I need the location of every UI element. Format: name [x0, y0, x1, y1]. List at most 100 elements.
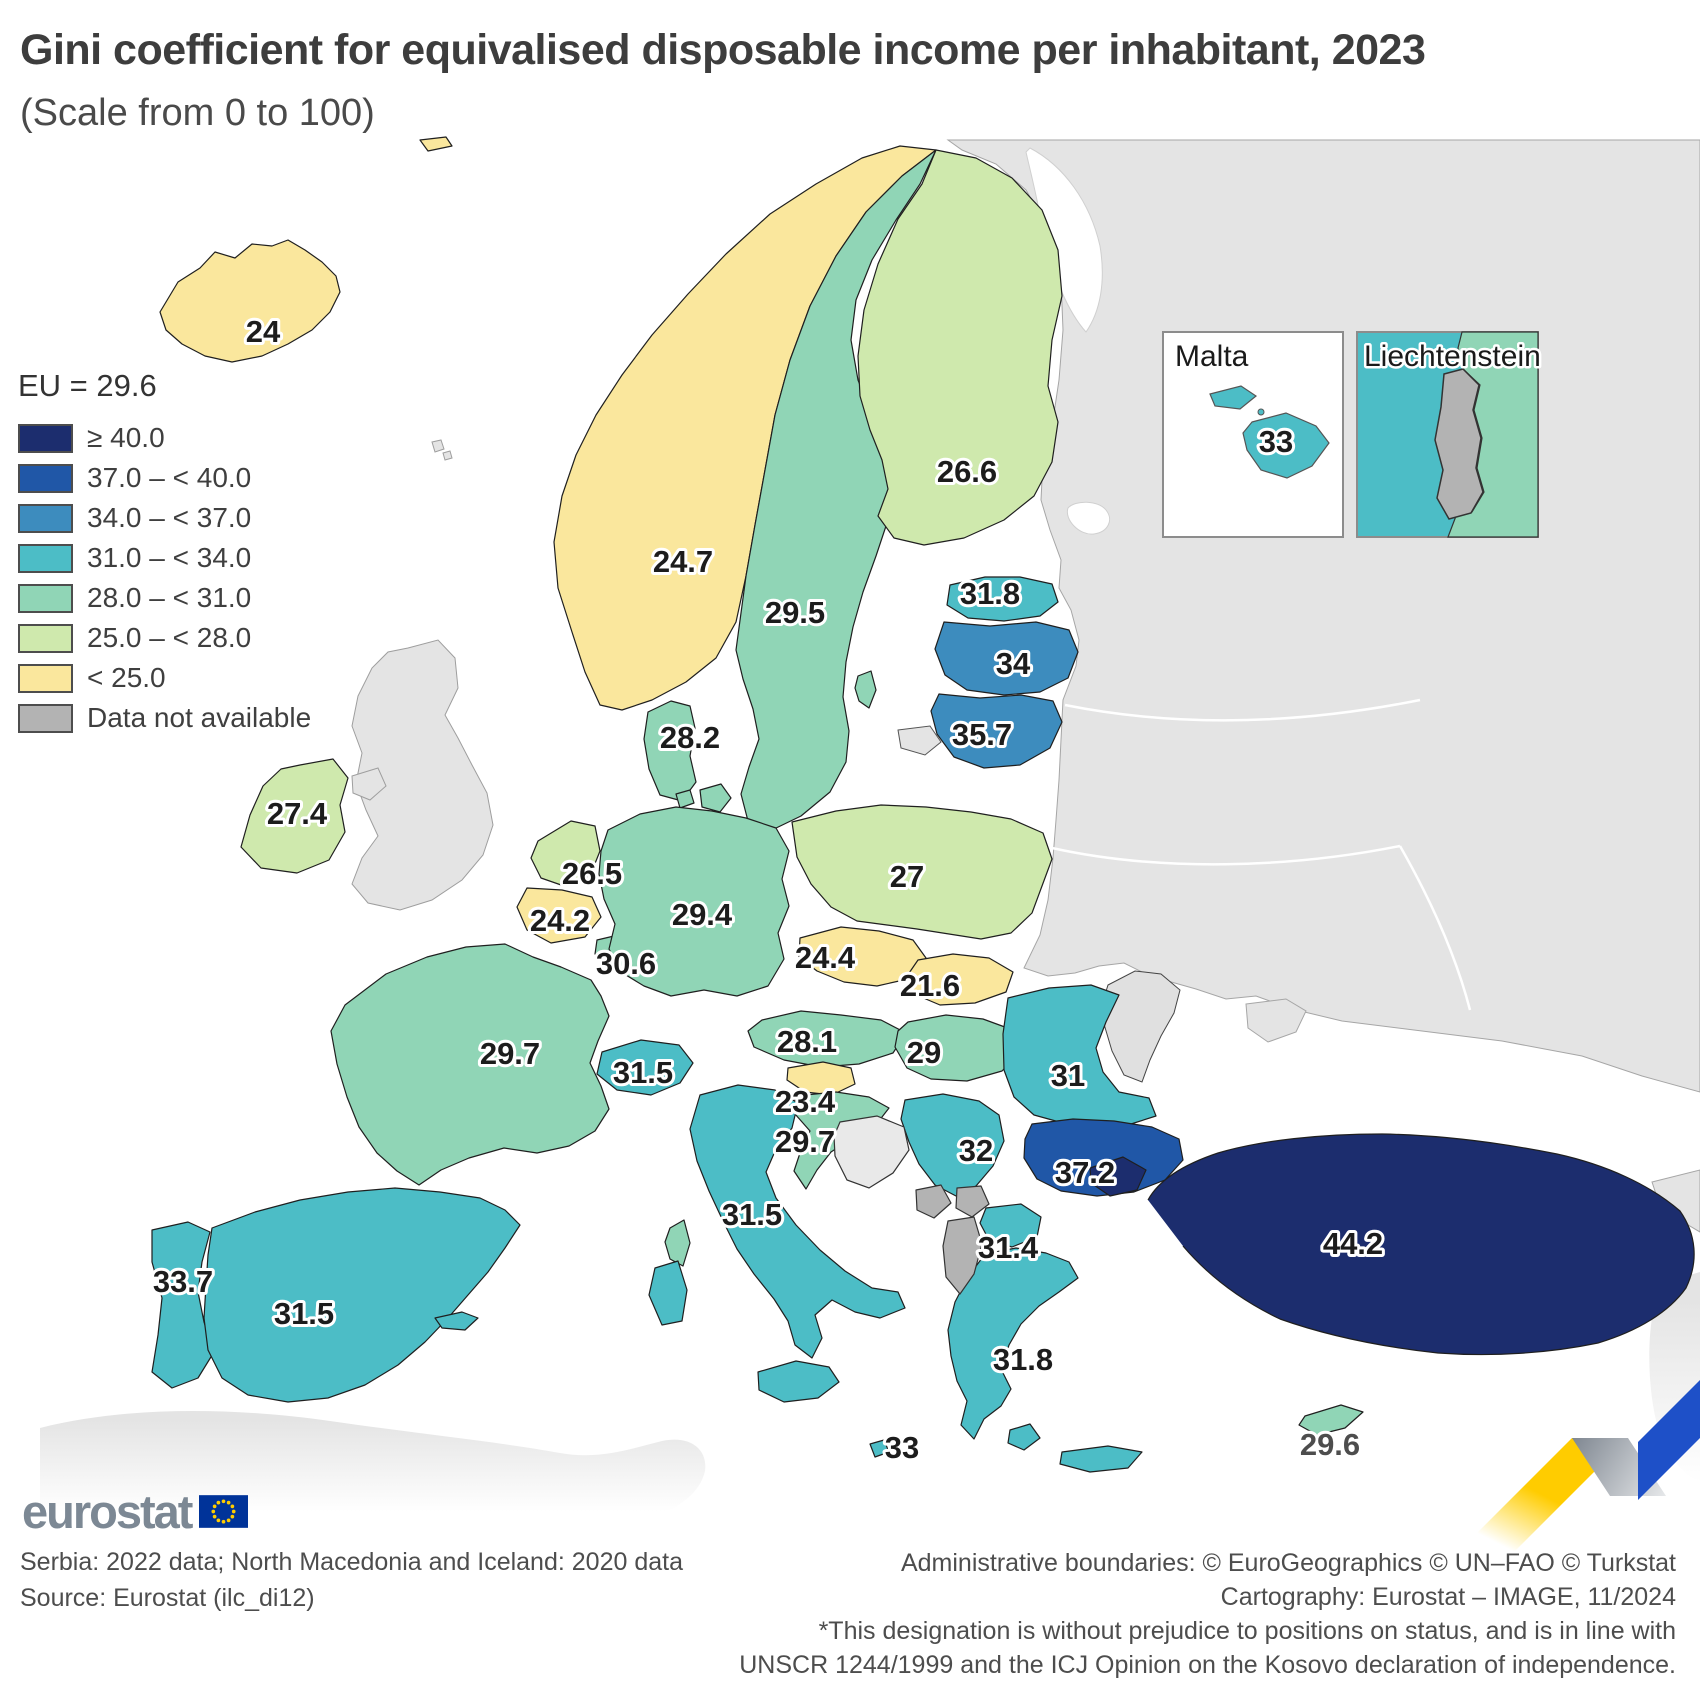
country-france: [330, 943, 610, 1186]
eurostat-logo-text: eurostat: [22, 1485, 193, 1538]
legend-row-c25: 25.0 – < 28.0: [18, 618, 348, 658]
legend-label-c40: ≥ 40.0: [87, 422, 165, 453]
country-greece: [947, 1247, 1079, 1440]
inset-liechtenstein: Liechtenstein: [1356, 331, 1543, 538]
country-iceland: [159, 239, 341, 363]
inset-gozo-shape: [1209, 385, 1258, 410]
country-estonia: [946, 576, 1059, 622]
footer-credit-line: Cartography: Eurostat – IMAGE, 11/2024: [1220, 1583, 1676, 1611]
country-lithuania: [930, 693, 1063, 769]
country-italy: [757, 1360, 840, 1403]
faroe-islands: [431, 439, 453, 461]
legend-label-c0: < 25.0: [87, 662, 166, 693]
value-label-portugal: 33.7: [153, 1264, 213, 1299]
border-line: [1051, 844, 1401, 866]
footer-credit-line: UNSCR 1244/1999 and the ICJ Opinion on t…: [739, 1651, 1676, 1679]
footer-credit-line: Administrative boundaries: © EuroGeograp…: [900, 1549, 1676, 1577]
country-north_macedonia: [979, 1203, 1042, 1248]
value-label-slovenia: 23.4: [775, 1084, 836, 1119]
country-romania: [1002, 984, 1157, 1128]
value-label-poland: 27: [890, 859, 924, 894]
country-poland: [791, 804, 1053, 940]
country-value-labels-layer: 24 24.7 29.5 26.6 31.8 34 35.7 28.2 27.4 26.5 24.2…: [150, 311, 1386, 1468]
bosnia-herzegovina: [833, 1115, 910, 1189]
country-greece: [1059, 1445, 1143, 1473]
legend-swatch-c37: [18, 463, 73, 493]
value-label-germany: 29.4: [672, 897, 733, 932]
value-label-austria: 28.1: [777, 1024, 837, 1059]
country-austria: [747, 1010, 907, 1068]
legend-rows: ≥ 40.0 37.0 – < 40.0 34.0 – < 37.0 31.0 – <…: [18, 418, 348, 738]
northern-ireland: [351, 767, 387, 801]
page-subtitle: (Scale from 0 to 100): [20, 92, 375, 134]
image-ribbon-decoration: [1458, 1380, 1700, 1552]
legend-row-na: Data not available: [18, 698, 348, 738]
country-ireland: [240, 758, 349, 874]
inset-liechtenstein-title: Liechtenstein: [1364, 340, 1541, 373]
legend-row-c34: 34.0 – < 37.0: [18, 498, 348, 538]
value-label-malta: 33: [885, 1430, 919, 1465]
value-label-czechia: 24.4: [795, 940, 856, 975]
country-albania: [942, 1216, 983, 1295]
country-finland: [857, 149, 1063, 546]
country-spain: [434, 1311, 479, 1331]
legend-eu-value: EU = 29.6: [18, 368, 157, 403]
value-label-france: 29.7: [480, 1036, 540, 1071]
footer-notes: Serbia: 2022 data; North Macedonia and I…: [20, 1544, 683, 1616]
country-montenegro: [915, 1184, 952, 1219]
value-label-denmark: 28.2: [660, 720, 720, 755]
ribbon-blue-stripe: [1638, 1380, 1700, 1500]
footer-credit-line: *This designation is without prejudice t…: [818, 1617, 1676, 1645]
value-label-slovakia: 21.6: [900, 968, 960, 1003]
value-label-hungary: 29: [907, 1035, 941, 1070]
legend-swatch-c34: [18, 503, 73, 533]
value-label-lithuania: 35.7: [952, 717, 1012, 752]
footer-note-line: Serbia: 2022 data; North Macedonia and I…: [20, 1548, 683, 1576]
page-title: Gini coefficient for equivalised disposa…: [20, 26, 1426, 74]
inset-liechtenstein-shape: [1434, 368, 1484, 520]
country-germany: [598, 806, 790, 997]
footer-source-line: Source: Eurostat (ilc_di12): [20, 1584, 315, 1612]
country-latvia: [934, 621, 1079, 696]
moldova: [1102, 970, 1181, 1083]
legend-swatch-c31: [18, 543, 73, 573]
legend-swatch-na: [18, 703, 73, 733]
united-kingdom: [351, 639, 494, 911]
value-label-luxembourg: 30.6: [596, 946, 656, 981]
eu-flag-icon: [199, 1495, 249, 1528]
inset-malta-title: Malta: [1175, 340, 1249, 373]
value-label-ireland: 27.4: [267, 796, 328, 831]
value-label-serbia: 32: [959, 1133, 993, 1168]
africa-coast: [40, 1410, 706, 1516]
value-label-netherlands: 26.5: [562, 856, 622, 891]
country-hungary: [894, 1014, 1022, 1082]
country-cyprus: [1298, 1404, 1364, 1436]
country-netherlands: [530, 820, 601, 887]
country-switzerland: [596, 1039, 694, 1096]
legend-row-c37: 37.0 – < 40.0: [18, 458, 348, 498]
country-italy: [689, 1084, 906, 1359]
value-label-cyprus: 29.6: [1300, 1427, 1360, 1462]
legend-label-c34: 34.0 – < 37.0: [87, 502, 252, 533]
country-italy: [648, 1260, 688, 1326]
country-denmark: [675, 789, 695, 809]
value-label-romania: 31: [1051, 1058, 1085, 1093]
legend-row-c31: 31.0 – < 34.0: [18, 538, 348, 578]
legend-swatch-c25: [18, 623, 73, 653]
border-line: [1398, 845, 1472, 1011]
country-malta: [869, 1439, 890, 1458]
legend-label-c37: 37.0 – < 40.0: [87, 462, 252, 493]
country-denmark: [699, 783, 732, 813]
value-label-croatia: 29.7: [775, 1124, 835, 1159]
ribbon-yellow-stripe: [1458, 1438, 1628, 1552]
value-label-italy: 31.5: [722, 1197, 782, 1232]
legend-label-na: Data not available: [87, 702, 312, 733]
country-belgium: [516, 887, 602, 944]
country-kosovo: [955, 1185, 990, 1218]
value-label-spain: 31.5: [274, 1296, 334, 1331]
inset-malta-value: 33: [1259, 424, 1293, 459]
legend-label-c25: 25.0 – < 28.0: [87, 622, 252, 653]
country-slovenia: [786, 1061, 856, 1096]
value-label-estonia: 31.8: [960, 576, 1020, 611]
